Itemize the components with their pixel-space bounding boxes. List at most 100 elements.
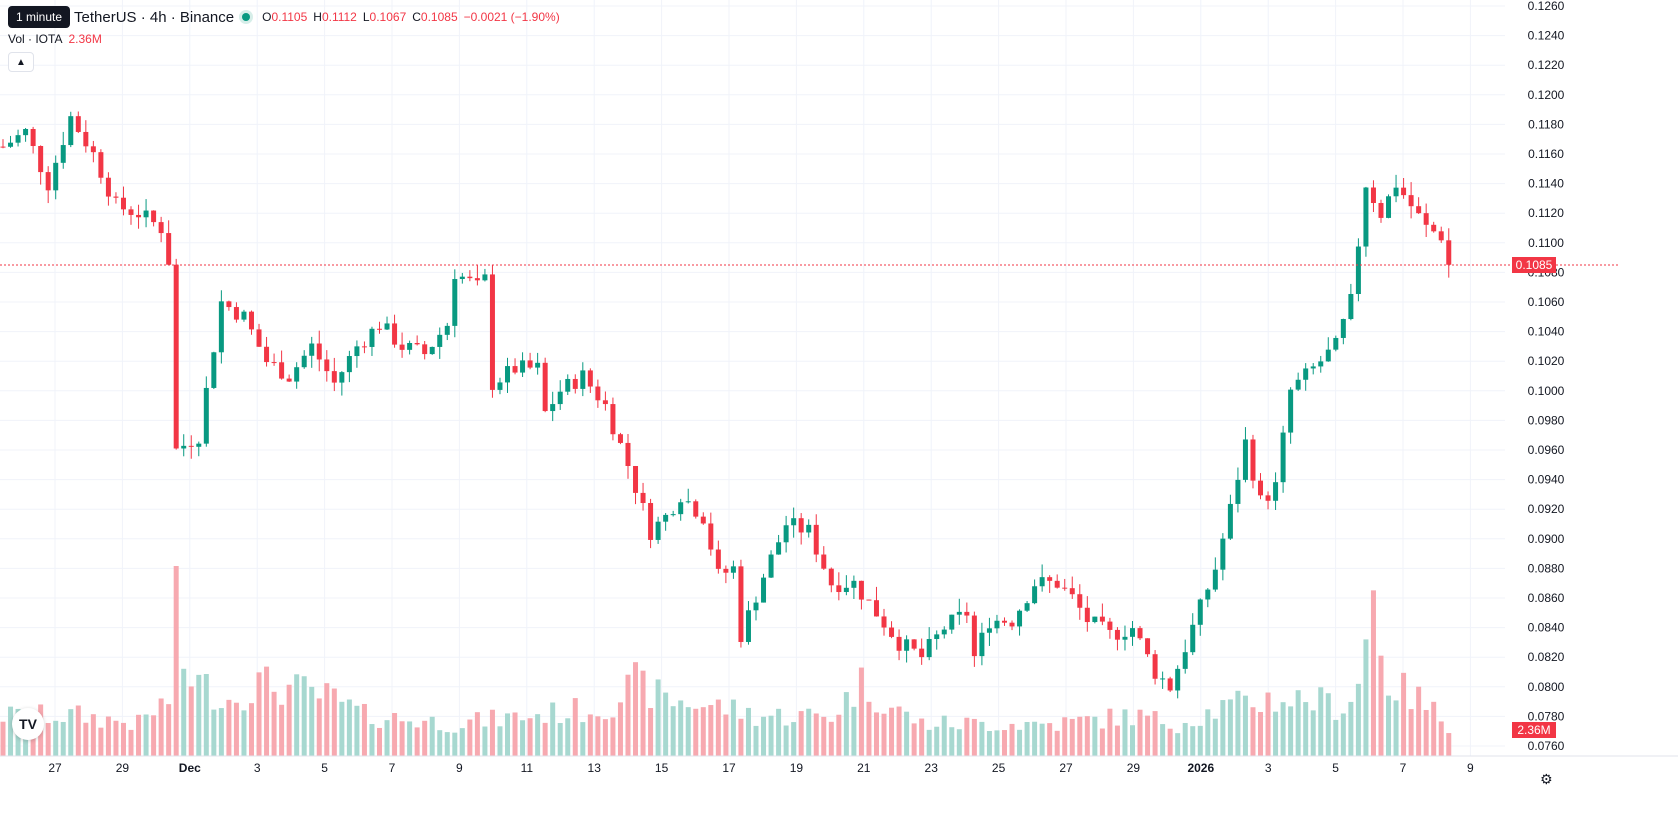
volume-bar — [926, 729, 932, 756]
candle-body — [377, 328, 382, 330]
x-tick-label: 9 — [456, 761, 463, 775]
volume-bar — [83, 722, 89, 756]
candle-body — [896, 636, 902, 651]
volume-bar — [211, 709, 217, 756]
y-tick-label: 0.0920 — [1528, 502, 1565, 516]
x-tick-label: 15 — [655, 761, 669, 775]
candle-body — [143, 210, 149, 218]
y-tick-label: 0.0780 — [1528, 709, 1565, 723]
candle-body — [625, 442, 631, 466]
candle-body — [467, 276, 473, 279]
volume-bar — [1438, 721, 1444, 756]
x-tick-label: 17 — [722, 761, 736, 775]
candle-body — [497, 382, 503, 390]
candle-body — [640, 492, 646, 504]
volume-bar — [986, 731, 992, 756]
volume-bar — [377, 727, 382, 756]
volume-bar — [166, 704, 172, 756]
candle-body — [354, 346, 360, 357]
candle-body — [670, 514, 676, 516]
candle-body — [1160, 678, 1166, 680]
volume-bar — [1363, 639, 1369, 756]
volume-bar — [361, 703, 367, 756]
volume-legend[interactable]: Vol · IOTA 2.36M — [8, 32, 102, 46]
candle-body — [919, 648, 925, 658]
candle-body — [979, 632, 985, 657]
candle-body — [851, 580, 857, 588]
volume-bar — [527, 718, 533, 756]
volume-bar — [497, 726, 503, 756]
candle-body — [723, 568, 729, 573]
y-tick-label: 0.1160 — [1528, 147, 1564, 161]
candle-body — [1099, 616, 1105, 622]
candle-body — [316, 343, 322, 360]
volume-bar — [979, 721, 985, 756]
candle-body — [1242, 439, 1248, 480]
volume-bar — [1242, 695, 1248, 756]
volume-bar — [8, 706, 14, 756]
candle-body — [557, 391, 563, 405]
candle-body — [1024, 603, 1030, 611]
candle-body — [1032, 586, 1038, 604]
volume-bar — [1032, 721, 1038, 756]
candle-body — [294, 367, 300, 382]
candle-body — [700, 516, 706, 524]
volume-bar — [128, 729, 134, 756]
candle-body — [392, 323, 398, 345]
volume-bar — [949, 727, 955, 756]
volume-bar — [858, 667, 864, 756]
volume-bar — [889, 707, 895, 756]
symbol-title[interactable]: TetherUS · 4h · Binance — [74, 8, 235, 26]
volume-bar — [1099, 728, 1105, 756]
volume-bar — [181, 668, 187, 756]
candle-body — [580, 370, 586, 389]
x-tick-label: 27 — [48, 761, 62, 775]
volume-bar — [685, 707, 691, 756]
volume-bar — [557, 723, 563, 756]
candle-body — [1054, 580, 1060, 588]
candle-body — [783, 525, 789, 543]
candle-body — [120, 197, 126, 210]
candle-body — [512, 366, 518, 373]
volume-bar — [271, 691, 277, 756]
candle-body — [1340, 319, 1346, 338]
volume-bar — [587, 714, 593, 756]
y-tick-label: 0.0940 — [1528, 473, 1565, 487]
candle-body — [1408, 195, 1414, 207]
volume-bar — [753, 725, 759, 756]
volume-bar — [75, 705, 81, 756]
candle-body — [128, 209, 134, 215]
volume-bar — [1318, 687, 1324, 756]
y-tick-label: 0.1200 — [1528, 88, 1565, 102]
candle-body — [1220, 538, 1226, 570]
candle-body — [45, 172, 51, 191]
volume-bar — [437, 730, 443, 756]
candle-body — [188, 445, 194, 447]
candle-body — [1280, 432, 1286, 483]
candle-body — [1423, 213, 1429, 225]
candle-body — [233, 307, 239, 320]
candle-body — [1145, 638, 1151, 655]
candle-body — [753, 602, 759, 611]
volume-bar — [708, 705, 714, 756]
interval-tooltip: 1 minute — [8, 6, 71, 28]
y-tick-label: 0.0980 — [1528, 413, 1565, 427]
candle-body — [30, 129, 36, 147]
volume-bar — [625, 674, 631, 756]
settings-gear-icon[interactable]: ⚙ — [1540, 771, 1553, 787]
volume-bar — [384, 720, 390, 756]
tradingview-logo-icon[interactable]: TV — [12, 708, 44, 740]
y-tick-label: 0.1020 — [1528, 354, 1565, 368]
volume-bar — [896, 706, 902, 756]
candle-body — [324, 359, 330, 372]
price-candles — [0, 111, 1452, 699]
x-tick-label: 21 — [857, 761, 871, 775]
candle-body — [444, 325, 450, 335]
market-open-icon — [242, 13, 251, 21]
volume-bar — [730, 699, 736, 756]
y-tick-label: 0.1240 — [1528, 29, 1565, 43]
y-tick-label: 0.0760 — [1528, 739, 1565, 753]
ohlc-high: H0.1112 — [313, 10, 357, 24]
collapse-legend-button[interactable]: ▲ — [8, 52, 34, 72]
